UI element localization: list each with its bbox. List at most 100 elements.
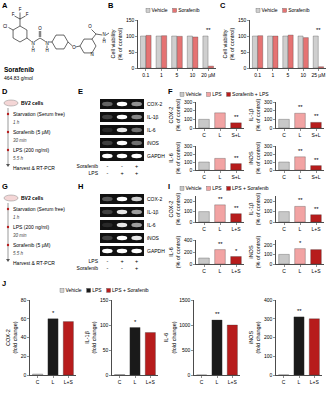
svg-text:COX-2(% of control): COX-2(% of control) <box>168 192 181 225</box>
svg-text:L+S: L+S <box>231 268 241 274</box>
svg-text:-: - <box>121 265 123 271</box>
svg-text:S+L: S+L <box>231 174 240 180</box>
svg-text:C: C <box>202 132 206 138</box>
svg-text:L: L <box>219 226 222 232</box>
svg-text:**: ** <box>234 114 239 120</box>
svg-text:0: 0 <box>190 125 193 131</box>
svg-text:**: ** <box>314 113 319 119</box>
svg-text:IL-6: IL-6 <box>147 127 156 133</box>
svg-text:IL-6: IL-6 <box>147 222 156 228</box>
svg-text:0: 0 <box>132 65 135 71</box>
svg-text:Vehicle: Vehicle <box>152 7 168 13</box>
svg-text:5: 5 <box>287 72 290 78</box>
svg-text:Vehicle: Vehicle <box>66 287 82 293</box>
svg-text:C: C <box>282 268 286 274</box>
svg-text:0: 0 <box>270 372 273 378</box>
svg-text:GAPDH: GAPDH <box>147 153 165 159</box>
svg-text:100: 100 <box>264 116 273 122</box>
svg-text:G: G <box>2 182 8 191</box>
svg-text:iNOS(% of control): iNOS(% of control) <box>248 141 261 174</box>
svg-text:IL-1β(fold change): IL-1β(fold change) <box>84 321 97 353</box>
svg-text:L: L <box>219 132 222 138</box>
svg-text:+: + <box>135 258 138 264</box>
svg-text:**: ** <box>218 196 223 202</box>
svg-text:1 h: 1 h <box>13 215 20 220</box>
svg-text:5.5 h: 5.5 h <box>13 156 24 161</box>
svg-text:80: 80 <box>21 297 27 303</box>
svg-text:L: L <box>298 379 301 385</box>
svg-text:A: A <box>2 1 8 10</box>
svg-text:**: ** <box>316 27 321 33</box>
svg-text:0: 0 <box>190 167 193 173</box>
svg-text:L: L <box>299 174 302 180</box>
svg-text:200: 200 <box>184 107 193 113</box>
svg-text:*: * <box>52 310 55 316</box>
svg-text:300: 300 <box>264 316 273 322</box>
svg-text:C: C <box>118 379 122 385</box>
svg-text:Vehicle: Vehicle <box>186 185 202 191</box>
svg-text:iNOS: iNOS <box>147 140 160 146</box>
svg-text:200: 200 <box>184 198 193 204</box>
svg-text:COX-2: COX-2 <box>147 101 163 107</box>
svg-text:L+S: L+S <box>64 379 74 385</box>
svg-text:**: ** <box>234 205 239 211</box>
svg-text:L: L <box>219 174 222 180</box>
svg-text:L: L <box>216 379 219 385</box>
svg-text:COX-2: COX-2 <box>147 196 163 202</box>
svg-text:Sorafenib: Sorafenib <box>288 7 310 13</box>
svg-text:N: N <box>102 32 105 37</box>
svg-text:-: - <box>106 265 108 271</box>
svg-text:Sorafenib + LPS: Sorafenib + LPS <box>232 91 269 97</box>
svg-text:+: + <box>120 170 123 176</box>
svg-text:1: 1 <box>160 72 163 78</box>
svg-text:Cl: Cl <box>3 24 7 29</box>
svg-text:400: 400 <box>184 237 193 243</box>
svg-text:0: 0 <box>190 219 193 225</box>
svg-text:50: 50 <box>129 49 135 55</box>
svg-text:5: 5 <box>176 72 179 78</box>
svg-text:L+S: L+S <box>311 226 321 232</box>
svg-text:C: C <box>200 379 204 385</box>
svg-text:C: C <box>282 132 286 138</box>
svg-text:L+S: L+S <box>146 379 156 385</box>
svg-text:C: C <box>202 226 206 232</box>
svg-text:**: ** <box>218 241 223 247</box>
svg-text:IL-6(% of control): IL-6(% of control) <box>168 141 181 174</box>
svg-text:1500: 1500 <box>179 297 190 303</box>
svg-text:0: 0 <box>24 372 27 378</box>
svg-text:100: 100 <box>100 322 109 328</box>
svg-text:H: H <box>31 48 34 53</box>
svg-text:C: C <box>282 174 286 180</box>
svg-text:**: ** <box>314 157 319 163</box>
svg-text:100: 100 <box>184 159 193 165</box>
svg-text:S+L: S+L <box>231 132 240 138</box>
svg-text:5.5 h: 5.5 h <box>13 251 24 256</box>
svg-text:1 h: 1 h <box>13 120 20 125</box>
svg-text:L: L <box>299 132 302 138</box>
svg-text:Sorafenib: Sorafenib <box>4 66 34 73</box>
svg-text:100: 100 <box>126 33 135 39</box>
svg-text:J: J <box>2 279 6 288</box>
svg-text:50: 50 <box>241 49 247 55</box>
svg-text:L: L <box>219 268 222 274</box>
svg-text:C: C <box>282 226 286 232</box>
svg-text:1: 1 <box>271 72 274 78</box>
svg-text:LPS: LPS <box>92 287 102 293</box>
svg-text:200: 200 <box>264 198 273 204</box>
svg-text:IL-6(% of control): IL-6(% of control) <box>168 235 181 268</box>
svg-text:IL-1β: IL-1β <box>147 114 159 120</box>
svg-text:**: ** <box>314 206 319 212</box>
svg-text:200: 200 <box>184 249 193 255</box>
svg-text:0: 0 <box>106 372 109 378</box>
svg-text:0: 0 <box>270 125 273 131</box>
svg-text:iNOS(fold change): iNOS(fold change) <box>248 321 261 353</box>
svg-text:100: 100 <box>264 251 273 257</box>
svg-text:IL-6(fold change): IL-6(fold change) <box>163 321 176 353</box>
svg-text:L: L <box>134 379 137 385</box>
svg-text:200: 200 <box>264 334 273 340</box>
svg-text:B: B <box>108 1 114 10</box>
svg-text:-: - <box>106 163 108 169</box>
svg-text:N: N <box>45 41 48 46</box>
svg-text:LPS: LPS <box>89 258 99 264</box>
svg-text:S+L: S+L <box>311 174 320 180</box>
